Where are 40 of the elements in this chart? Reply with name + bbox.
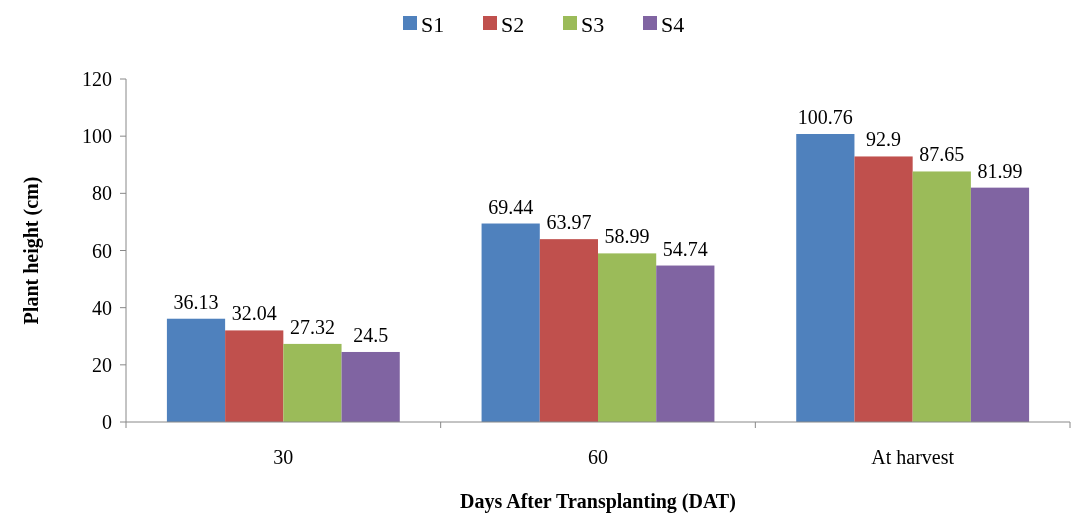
y-tick-label: 0: [102, 411, 112, 433]
data-label: 81.99: [977, 159, 1023, 182]
data-label: 69.44: [488, 195, 534, 218]
data-label: 54.74: [662, 237, 708, 260]
bar: [283, 343, 342, 422]
y-tick-label: 40: [92, 296, 112, 319]
bar: [796, 133, 855, 422]
data-label: 36.13: [173, 290, 219, 313]
data-label: 87.65: [919, 143, 965, 166]
x-tick-label: 60: [588, 446, 608, 468]
x-tick-label: At harvest: [871, 446, 955, 468]
bar: [970, 187, 1030, 422]
bar: [656, 265, 715, 422]
bar: [598, 253, 657, 422]
legend-label: S3: [581, 11, 605, 37]
y-tick-label: 20: [92, 353, 112, 376]
data-label: 32.04: [231, 302, 277, 325]
data-label: 63.97: [546, 211, 592, 234]
legend-label: S2: [501, 11, 525, 37]
data-label: 27.32: [289, 315, 335, 338]
legend-label: S4: [661, 11, 685, 37]
bar: [341, 351, 400, 422]
x-axis-title: Days After Transplanting (DAT): [460, 490, 736, 513]
x-tick-label: 30: [273, 446, 294, 468]
bar: [166, 318, 226, 422]
data-label: 24.5: [353, 323, 389, 346]
data-label: 100.76: [797, 105, 853, 128]
bar: [912, 171, 971, 422]
y-tick-label: 100: [82, 125, 112, 148]
y-tick-label: 120: [82, 68, 112, 90]
data-label: 92.9: [866, 128, 902, 151]
bar: [854, 156, 913, 422]
y-tick-label: 80: [92, 182, 112, 205]
legend-label: S1: [421, 11, 445, 37]
y-axis-title: Plant height (cm): [20, 176, 43, 325]
data-label: 58.99: [604, 225, 650, 248]
y-tick-label: 60: [92, 239, 112, 262]
bar: [225, 330, 284, 422]
bar: [481, 223, 540, 422]
bar: [539, 239, 598, 422]
